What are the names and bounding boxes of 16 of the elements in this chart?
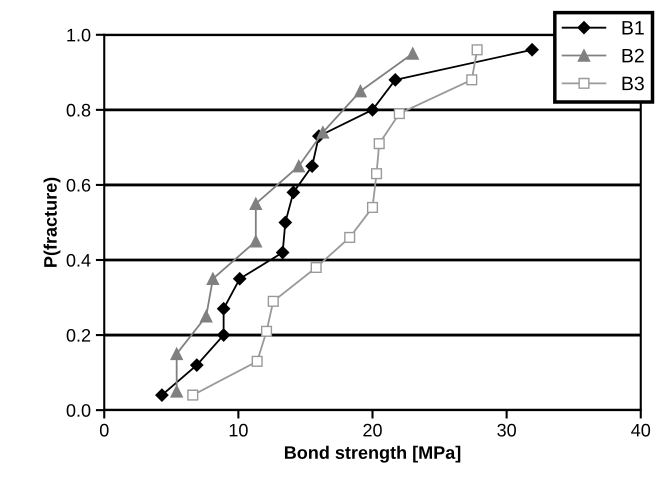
x-axis-title: Bond strength [MPa] <box>284 446 460 463</box>
y-tick-label: 0.4 <box>66 254 91 267</box>
legend-label: B1 <box>622 21 644 34</box>
y-tick-label: 0.6 <box>66 178 90 192</box>
y-axis-title: P(fracture) <box>44 178 60 267</box>
x-tick-label: 10 <box>230 424 248 437</box>
x-tick-label: 30 <box>497 424 516 437</box>
x-tick-label: 40 <box>631 424 650 437</box>
x-tick-label: 0 <box>100 424 109 437</box>
x-tick-label: 20 <box>363 424 382 437</box>
y-tick-label: 0.8 <box>66 104 90 117</box>
y-tick-label: 0.0 <box>66 404 90 417</box>
legend-label: B2 <box>622 48 644 62</box>
y-tick-label: 0.2 <box>66 328 90 342</box>
legend-label: B3 <box>622 76 644 90</box>
y-tick-label: 1.0 <box>67 28 90 42</box>
